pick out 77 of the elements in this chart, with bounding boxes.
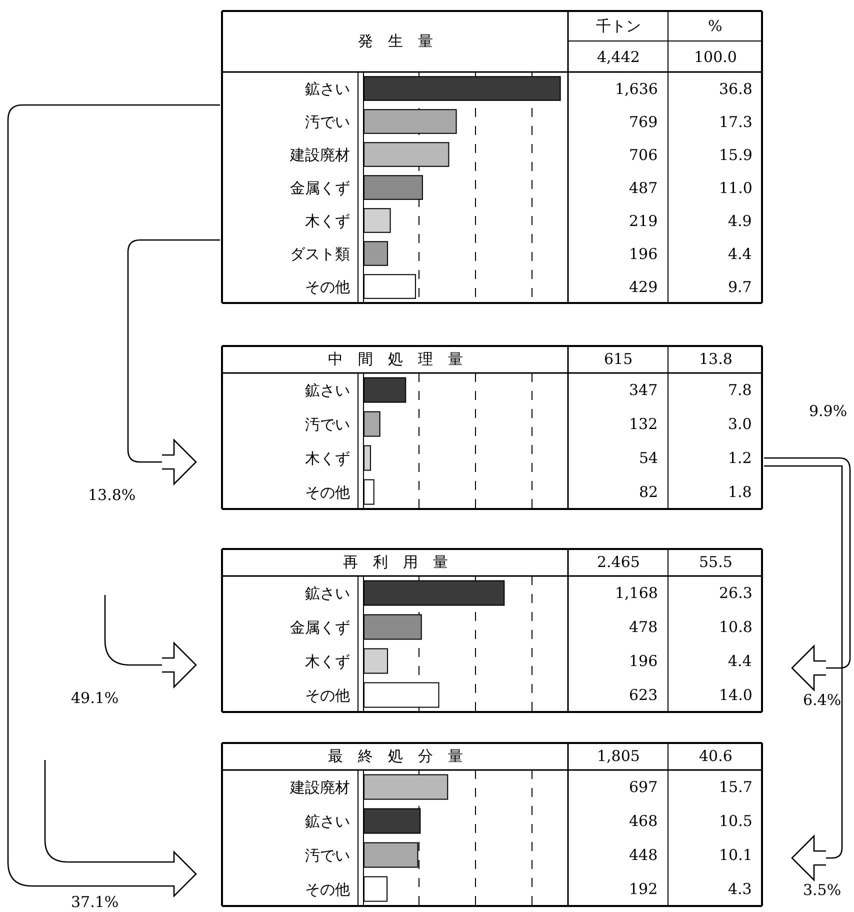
y-tick-label: 汚でい	[305, 415, 350, 434]
text: 10.1	[719, 846, 752, 864]
text: 3.5%	[803, 881, 842, 899]
data-label: 196	[629, 652, 658, 670]
text: 55.5	[699, 553, 732, 571]
data-label: 196	[629, 245, 658, 263]
text: 11.0	[719, 179, 752, 197]
data-label: 623	[629, 686, 658, 704]
text: 37.1%	[71, 893, 119, 911]
chart-title: 中 間 処 理 量	[328, 350, 463, 368]
data-label: 706	[629, 146, 658, 164]
y-tick-label: 建設廃材	[289, 778, 350, 796]
text: 1.8	[728, 483, 752, 501]
y-tick-label: 鉱さい	[305, 80, 350, 98]
data-label: 132	[629, 415, 658, 433]
y-tick-label: その他	[305, 278, 350, 296]
text: 9.7	[728, 278, 752, 296]
text: 7.8	[728, 381, 752, 399]
text: 17.3	[719, 113, 752, 131]
y-tick-label: その他	[305, 483, 350, 502]
data-label: 1,168	[615, 584, 658, 602]
y-tick-label: 木くず	[305, 449, 350, 468]
y-tick-label: 建設廃材	[289, 146, 350, 164]
y-tick-label: 鉱さい	[305, 381, 350, 400]
text: 26.3	[719, 584, 752, 602]
data-label: 478	[629, 618, 658, 636]
text: 4,442	[597, 48, 640, 66]
chart-title: 最 終 処 分 量	[328, 747, 463, 765]
text: 1,805	[597, 747, 640, 765]
text: 4.9	[728, 212, 752, 230]
data-label: 192	[629, 880, 658, 898]
text: 10.5	[719, 812, 752, 830]
chart-title: 発 生 量	[358, 32, 433, 50]
y-tick-label: その他	[305, 880, 350, 898]
data-label: 82	[639, 483, 658, 501]
y-tick-label: 金属くず	[290, 618, 350, 636]
y-tick-label: その他	[305, 686, 350, 704]
text: 40.6	[699, 747, 732, 765]
y-tick-label: 金属くず	[290, 178, 350, 197]
text: 4.4	[728, 652, 752, 670]
data-label: 769	[629, 113, 658, 131]
text: 9.9%	[809, 402, 848, 420]
text: 10.8	[719, 618, 752, 636]
text: 615	[604, 350, 633, 368]
data-label: 54	[639, 449, 658, 467]
text: 100.0	[694, 48, 737, 66]
text: 49.1%	[71, 689, 119, 707]
y-tick-label: 汚でい	[305, 846, 350, 864]
text: %	[708, 17, 722, 35]
data-label: 448	[629, 846, 658, 864]
data-label: 697	[629, 778, 658, 796]
text: 2.465	[597, 553, 640, 571]
text: 13.8%	[88, 486, 136, 504]
chart-title: 再 利 用 量	[343, 553, 448, 571]
y-tick-label: 木くず	[305, 212, 350, 230]
text: 4.4	[728, 245, 752, 263]
data-label: 429	[629, 278, 658, 296]
text: 36.8	[719, 80, 752, 98]
text: 1.2	[728, 449, 752, 467]
text: 14.0	[719, 686, 752, 704]
text: 13.8	[699, 350, 732, 368]
y-tick-label: ダスト類	[290, 244, 350, 263]
data-label: 468	[629, 812, 658, 830]
y-tick-label: 鉱さい	[305, 812, 350, 830]
text: 4.3	[728, 880, 752, 898]
text: 3.0	[728, 415, 752, 433]
text: 千トン	[596, 17, 641, 35]
y-tick-label: 鉱さい	[305, 584, 350, 602]
text: 15.7	[719, 778, 752, 796]
text: 6.4%	[803, 691, 842, 709]
y-tick-label: 汚でい	[305, 112, 350, 131]
data-label: 219	[629, 212, 658, 230]
data-label: 487	[629, 179, 658, 197]
data-label: 347	[629, 381, 658, 399]
y-tick-label: 木くず	[305, 652, 350, 670]
data-label: 1,636	[615, 80, 658, 98]
text: 15.9	[719, 146, 752, 164]
